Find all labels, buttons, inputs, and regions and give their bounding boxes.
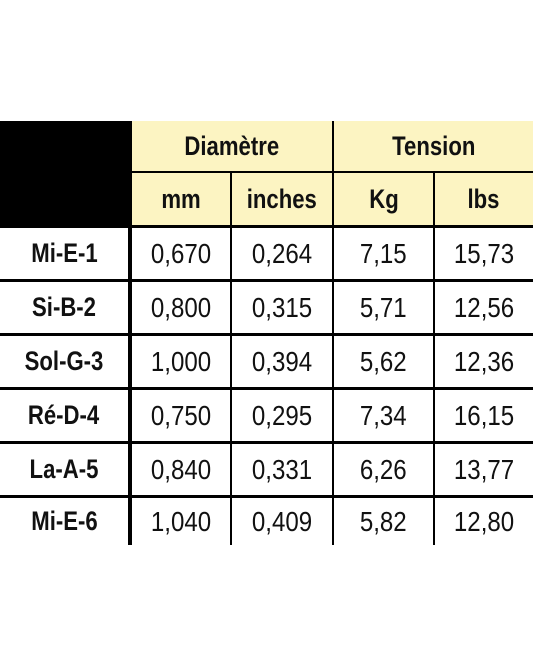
cell-lbs: 12,36 xyxy=(435,336,533,387)
row-label: La-A-5 xyxy=(0,444,128,495)
row-divider xyxy=(0,387,533,390)
cell-kg: 7,34 xyxy=(334,390,433,441)
header-tension: Tension xyxy=(334,121,533,171)
column-divider-inches xyxy=(332,225,334,545)
header-bottom-line xyxy=(0,225,533,228)
row-label: Mi-E-6 xyxy=(0,498,128,545)
row-label: Mi-E-1 xyxy=(0,228,128,279)
column-divider-label xyxy=(128,225,132,545)
cell-mm: 0,840 xyxy=(132,444,230,495)
cell-inches: 0,295 xyxy=(232,390,332,441)
column-divider-kg xyxy=(433,225,435,545)
cell-inches: 0,409 xyxy=(232,498,332,545)
cell-lbs: 13,77 xyxy=(435,444,533,495)
cell-kg: 5,82 xyxy=(334,498,433,545)
cell-mm: 0,670 xyxy=(132,228,230,279)
cell-kg: 6,26 xyxy=(334,444,433,495)
header-unit-inches: inches xyxy=(232,173,332,225)
column-divider-mm xyxy=(230,225,232,545)
row-label: Sol-G-3 xyxy=(0,336,128,387)
row-divider xyxy=(0,333,533,336)
cell-inches: 0,331 xyxy=(232,444,332,495)
cell-inches: 0,264 xyxy=(232,228,332,279)
header-unit-mm: mm xyxy=(132,173,230,225)
cell-mm: 1,000 xyxy=(132,336,230,387)
row-label: Ré-D-4 xyxy=(0,390,128,441)
cell-kg: 7,15 xyxy=(334,228,433,279)
header-unit-divider-1 xyxy=(230,173,232,225)
row-label: Si-B-2 xyxy=(0,282,128,333)
header-unit-lbs: lbs xyxy=(435,173,533,225)
cell-inches: 0,315 xyxy=(232,282,332,333)
header-group-divider xyxy=(332,121,334,225)
corner-block xyxy=(0,121,132,225)
row-divider xyxy=(0,441,533,444)
cell-lbs: 15,73 xyxy=(435,228,533,279)
cell-lbs: 16,15 xyxy=(435,390,533,441)
cell-kg: 5,62 xyxy=(334,336,433,387)
header-unit-kg: Kg xyxy=(334,173,433,225)
cell-kg: 5,71 xyxy=(334,282,433,333)
row-divider xyxy=(0,495,533,498)
cell-mm: 1,040 xyxy=(132,498,230,545)
cell-lbs: 12,80 xyxy=(435,498,533,545)
cell-mm: 0,750 xyxy=(132,390,230,441)
header-unit-divider-2 xyxy=(433,173,435,225)
row-divider xyxy=(0,279,533,282)
cell-lbs: 12,56 xyxy=(435,282,533,333)
cell-mm: 0,800 xyxy=(132,282,230,333)
cell-inches: 0,394 xyxy=(232,336,332,387)
header-diametre: Diamètre xyxy=(132,121,332,171)
